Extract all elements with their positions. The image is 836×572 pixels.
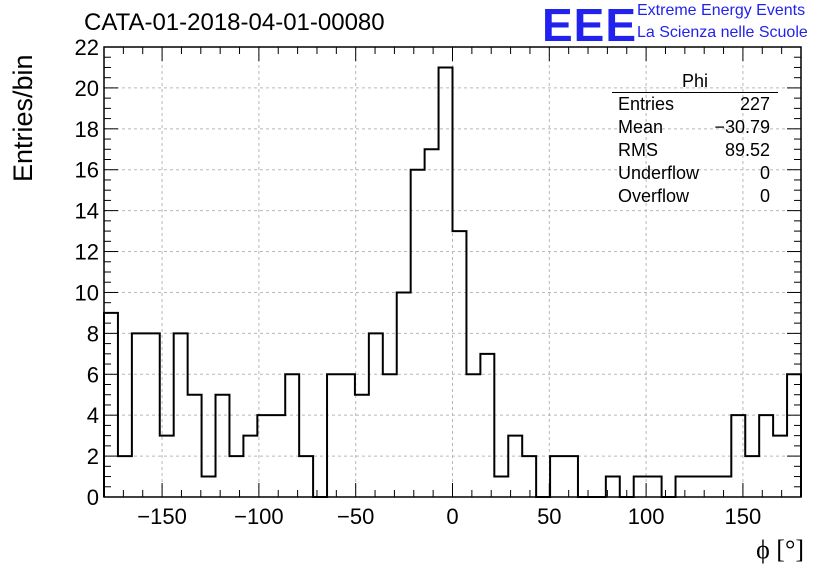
histogram-bin	[550, 456, 564, 497]
histogram-bin	[676, 477, 690, 497]
stats-value: −30.79	[714, 117, 770, 137]
x-tick-label: 150	[725, 504, 762, 529]
histogram-bin	[425, 149, 439, 497]
stats-label: Entries	[618, 94, 675, 114]
x-tick-label: −50	[337, 504, 374, 529]
histogram-bin	[285, 374, 299, 497]
histogram-bin	[243, 436, 257, 497]
histogram-bin	[174, 333, 188, 497]
y-tick-label: 20	[75, 76, 99, 101]
stats-title: Phi	[612, 70, 778, 93]
stats-row: Entries 227	[612, 93, 778, 116]
histogram-bin	[188, 395, 202, 497]
histogram-bin	[202, 477, 216, 497]
histogram-bin	[480, 354, 494, 497]
histogram-bin	[299, 456, 313, 497]
histogram-bin	[257, 415, 271, 497]
stats-row: Underflow 0	[612, 162, 778, 185]
histogram-bin	[773, 436, 787, 497]
histogram-bin	[508, 436, 522, 497]
tick-labels: −150 −100 −50 0 50 100 150 0 2 4 6 8 10 12 14 16 18 20 22	[75, 35, 762, 529]
histogram-bin	[466, 374, 480, 497]
y-tick-label: 16	[75, 158, 99, 183]
y-tick-label: 4	[87, 403, 99, 428]
x-tick-label: 50	[537, 504, 561, 529]
histogram-bin	[606, 477, 620, 497]
x-tick-label: −100	[234, 504, 284, 529]
x-axis-label: ϕ [°]	[756, 535, 804, 564]
histogram-bin	[648, 477, 662, 497]
histogram-bin	[355, 395, 369, 497]
histogram-bin	[132, 333, 146, 497]
histogram-bin	[397, 292, 411, 497]
stats-label: RMS	[618, 140, 658, 160]
logo-line-1: Extreme Energy Events	[637, 2, 806, 19]
stats-row: Mean −30.79	[612, 116, 778, 139]
y-tick-label: 0	[87, 485, 99, 510]
stats-value: 227	[739, 94, 770, 114]
y-tick-label: 2	[87, 444, 99, 469]
histogram-bin	[327, 374, 341, 497]
stats-label: Underflow	[618, 163, 700, 183]
y-tick-label: 18	[75, 117, 99, 142]
histogram-bin	[634, 477, 648, 497]
histogram-bin	[229, 456, 243, 497]
x-tick-label: 100	[628, 504, 665, 529]
histogram-bin	[341, 374, 355, 497]
y-tick-label: 6	[87, 362, 99, 387]
chart-title: CATA-01-2018-04-01-00080	[84, 9, 385, 36]
histogram-bin	[522, 456, 536, 497]
stats-row: RMS 89.52	[612, 139, 778, 162]
stats-box: Phi Entries 227 Mean −30.79 RMS 89.52 Un…	[612, 70, 778, 208]
histogram-bin	[216, 395, 230, 497]
stats-label: Overflow	[618, 186, 690, 206]
y-tick-label: 10	[75, 280, 99, 305]
histogram-outline	[103, 66, 802, 498]
histogram-bin	[703, 477, 717, 497]
histogram-bin	[689, 477, 703, 497]
histogram-bars	[103, 66, 802, 498]
histogram-bin	[564, 456, 578, 497]
histogram-bin	[439, 67, 453, 497]
x-tick-label: 0	[446, 504, 458, 529]
axis-ticks	[103, 46, 802, 498]
y-tick-label: 14	[75, 199, 99, 224]
histogram-bin	[383, 374, 397, 497]
y-tick-label: 22	[75, 35, 99, 60]
histogram-bin	[494, 477, 508, 497]
x-tick-label: −150	[137, 504, 187, 529]
histogram-bin	[453, 231, 467, 497]
eee-logo: EEE	[542, 0, 638, 51]
histogram-bin	[745, 456, 759, 497]
stats-value: 89.52	[724, 140, 770, 160]
stats-value: 0	[759, 163, 770, 183]
histogram-bin	[717, 477, 731, 497]
y-axis-label: Entries/bin	[8, 54, 38, 182]
y-tick-label: 12	[75, 240, 99, 265]
stats-value: 0	[759, 186, 770, 206]
y-tick-label: 8	[87, 321, 99, 346]
logo-line-2: La Scienza nelle Scuole	[637, 24, 808, 41]
stats-row: Overflow 0	[612, 185, 778, 208]
histogram-bin	[118, 456, 132, 497]
stats-label: Mean	[618, 117, 664, 137]
